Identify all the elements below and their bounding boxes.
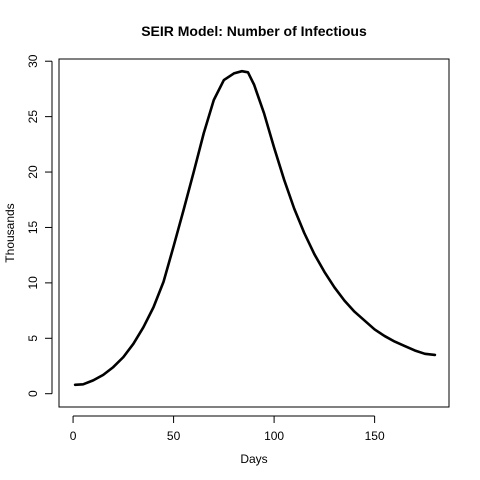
- y-tick-label: 0: [26, 390, 40, 397]
- x-axis: 0 50 100 150: [70, 415, 385, 443]
- series-line: [73, 69, 437, 387]
- y-tick-label: 15: [26, 220, 40, 234]
- series-layer: [73, 69, 437, 387]
- plot-frame: [58, 58, 450, 408]
- y-tick-label: 30: [26, 54, 40, 68]
- y-tick-label: 5: [26, 335, 40, 342]
- x-tick-label: 50: [167, 429, 181, 443]
- y-tick-label: 25: [26, 110, 40, 124]
- x-tick-label: 100: [264, 429, 284, 443]
- x-tick-label: 150: [365, 429, 385, 443]
- y-axis: 0 5 10 15 20 25 30: [26, 54, 53, 397]
- x-tick-label: 0: [70, 429, 77, 443]
- y-axis-label: Thousands: [3, 203, 17, 262]
- x-axis-label: Days: [240, 452, 267, 466]
- y-tick-label: 20: [26, 165, 40, 179]
- y-tick-label: 10: [26, 276, 40, 290]
- chart-title: SEIR Model: Number of Infectious: [141, 23, 367, 39]
